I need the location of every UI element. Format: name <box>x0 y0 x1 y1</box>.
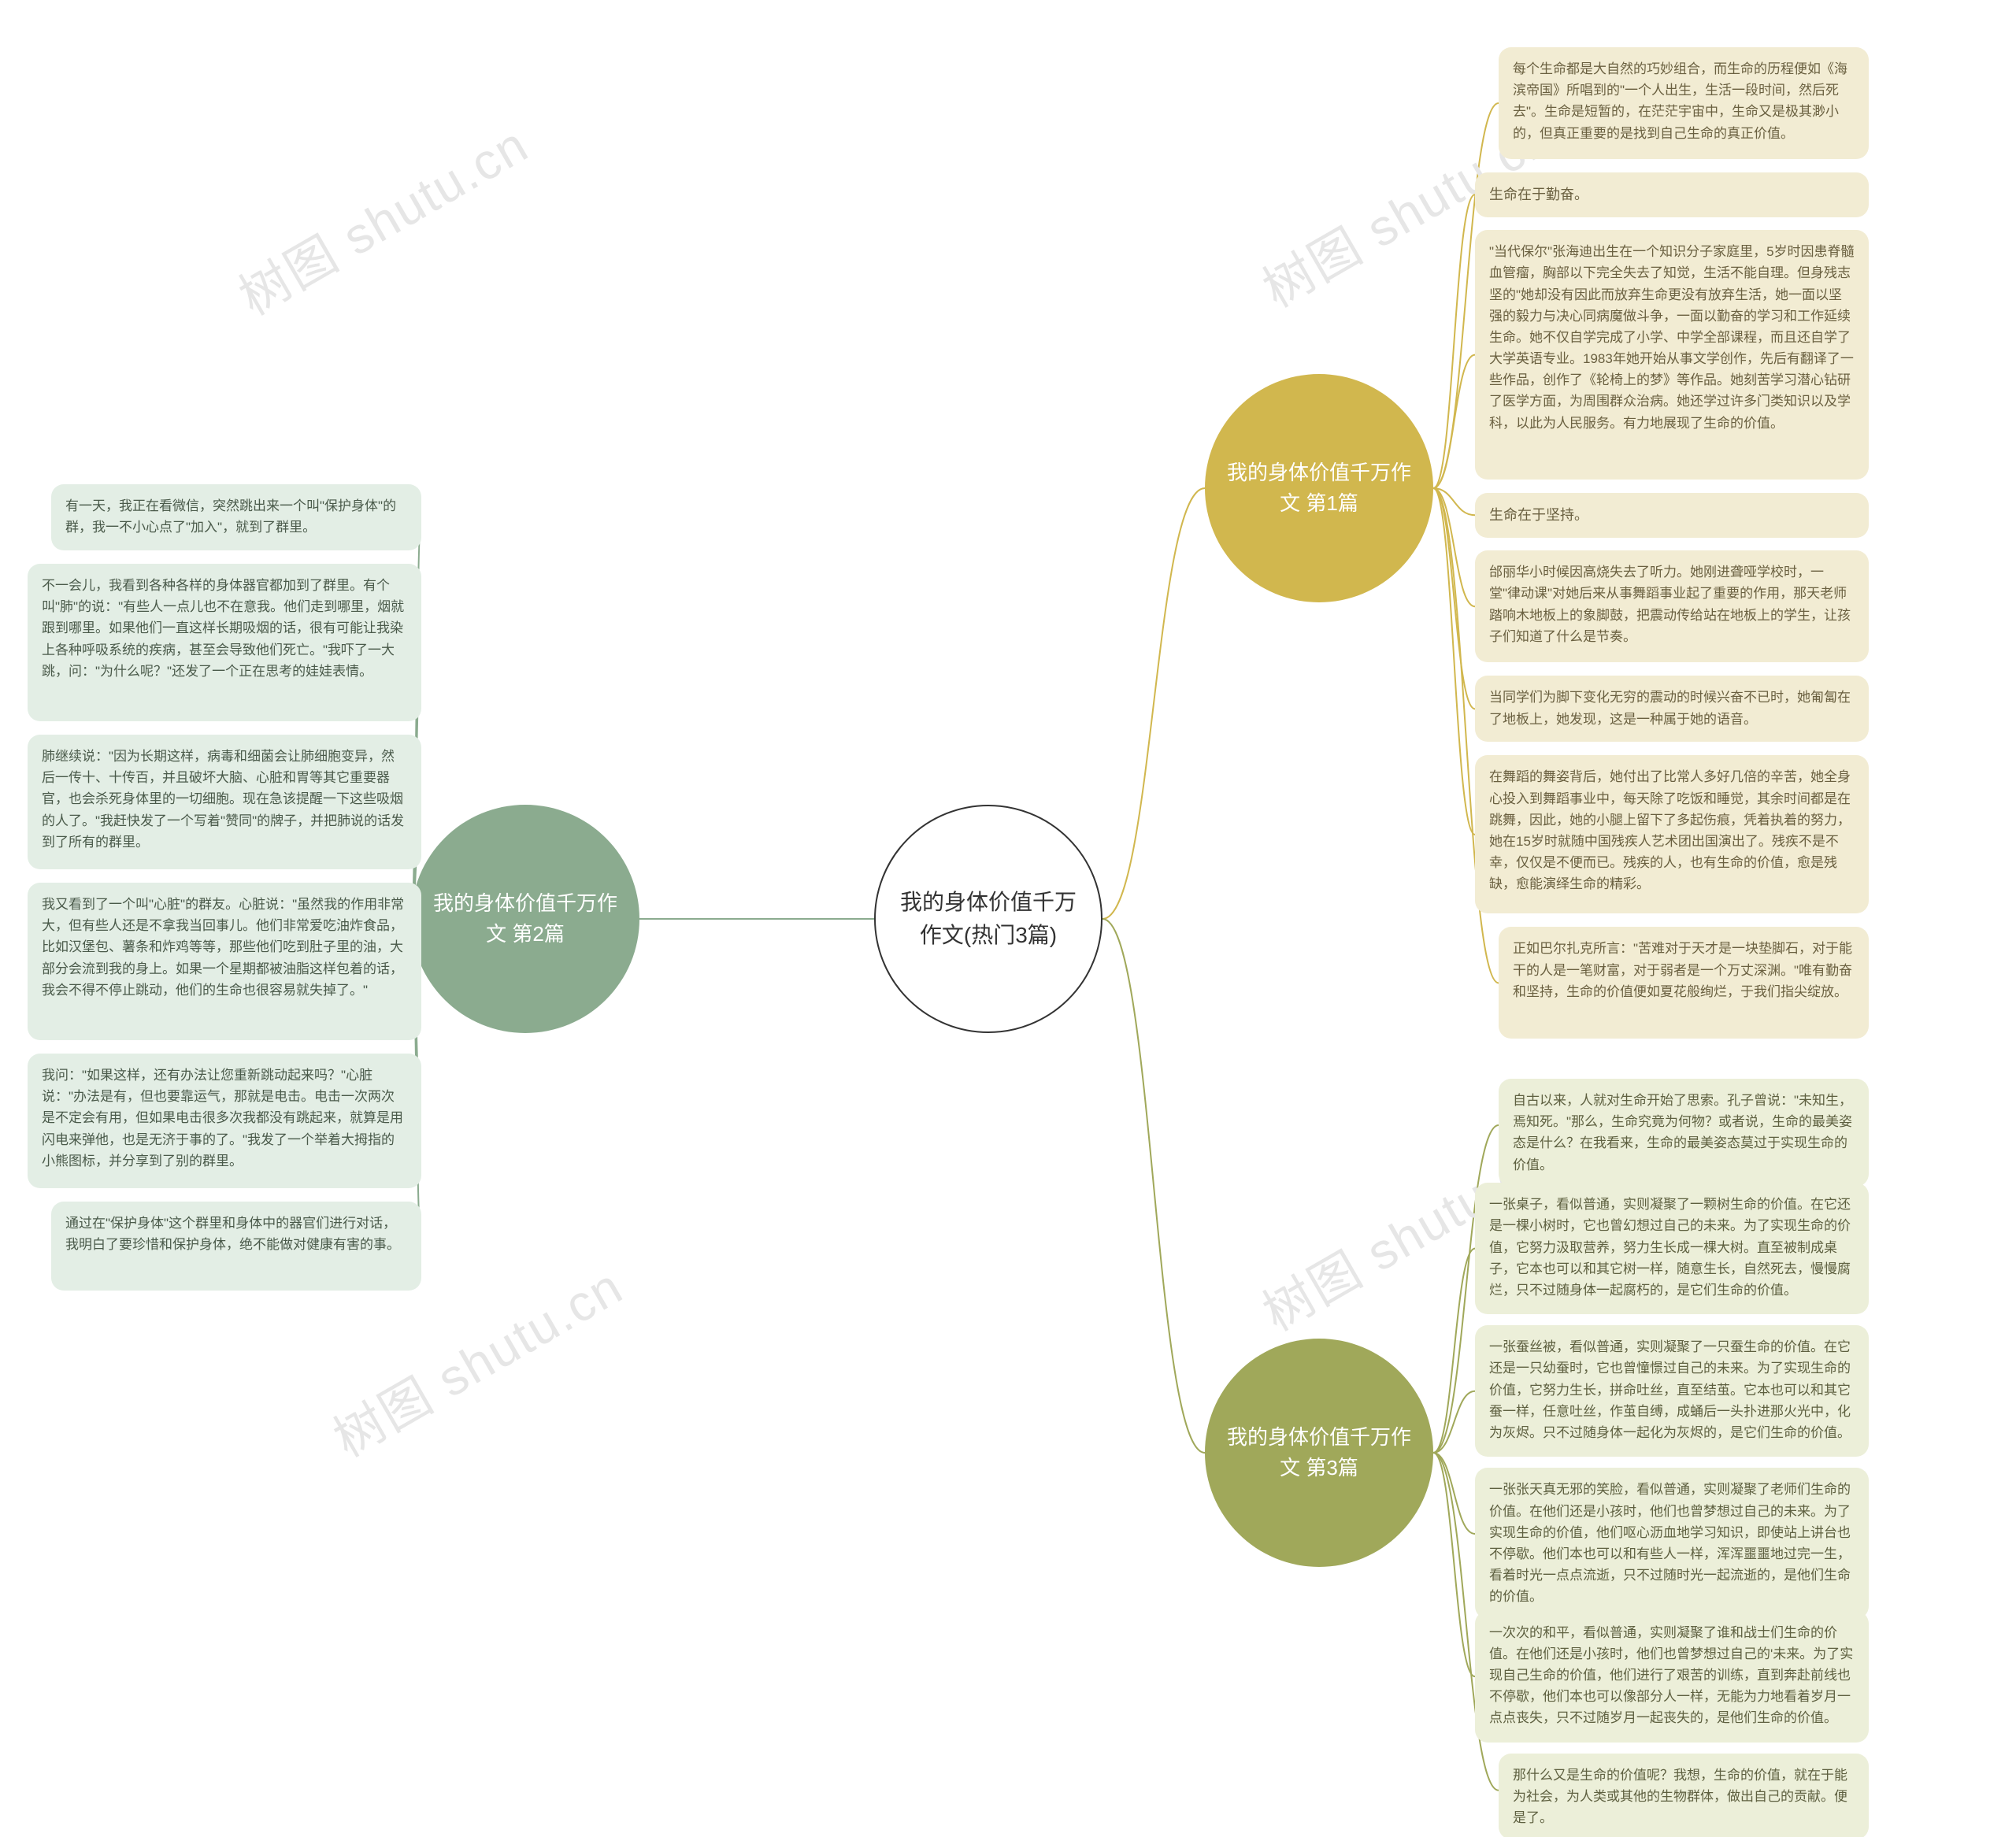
branch-node: 我的身体价值千万作文 第2篇 <box>411 805 639 1033</box>
leaf-node: 正如巴尔扎克所言："苦难对于天才是一块垫脚石，对于能干的人是一笔财富，对于弱者是… <box>1499 927 1869 1039</box>
branch-node: 我的身体价值千万作文 第1篇 <box>1205 374 1433 602</box>
leaf-node: 不一会儿，我看到各种各样的身体器官都加到了群里。有个叫"肺"的说："有些人一点儿… <box>28 564 421 721</box>
leaf-node: 一张张天真无邪的笑脸，看似普通，实则凝聚了老师们生命的价值。在他们还是小孩时，他… <box>1475 1468 1869 1618</box>
leaf-node: 通过在"保护身体"这个群里和身体中的器官们进行对话，我明白了要珍惜和保护身体，绝… <box>51 1202 421 1291</box>
leaf-node: 有一天，我正在看微信，突然跳出来一个叫"保护身体"的群，我一不小心点了"加入"，… <box>51 484 421 550</box>
leaf-node: 我问："如果这样，还有办法让您重新跳动起来吗？"心脏说："办法是有，但也要靠运气… <box>28 1054 421 1188</box>
leaf-node: 一张蚕丝被，看似普通，实则凝聚了一只蚕生命的价值。在它还是一只幼蚕时，它也曾憧憬… <box>1475 1325 1869 1457</box>
leaf-node: 肺继续说："因为长期这样，病毒和细菌会让肺细胞变异，然后一传十、十传百，并且破坏… <box>28 735 421 869</box>
leaf-node: "当代保尔"张海迪出生在一个知识分子家庭里，5岁时因患脊髓血管瘤，胸部以下完全失… <box>1475 230 1869 480</box>
leaf-node: 当同学们为脚下变化无穷的震动的时候兴奋不已时，她匍匐在了地板上，她发现，这是一种… <box>1475 676 1869 742</box>
leaf-node: 每个生命都是大自然的巧妙组合，而生命的历程便如《海滨帝国》所唱到的"一个人出生，… <box>1499 47 1869 159</box>
leaf-node: 我又看到了一个叫"心脏"的群友。心脏说："虽然我的作用非常大，但有些人还是不拿我… <box>28 883 421 1040</box>
leaf-node: 生命在于勤奋。 <box>1475 172 1869 217</box>
branch-node: 我的身体价值千万作文 第3篇 <box>1205 1339 1433 1567</box>
leaf-node: 自古以来，人就对生命开始了思索。孔子曾说："未知生，焉知死。"那么，生命究竟为何… <box>1499 1079 1869 1187</box>
watermark: 树图 shutu.cn <box>224 106 539 330</box>
leaf-node: 一次次的和平，看似普通，实则凝聚了谁和战士们生命的价值。在他们还是小孩时，他们也… <box>1475 1611 1869 1743</box>
leaf-node: 在舞蹈的舞姿背后，她付出了比常人多好几倍的辛苦，她全身心投入到舞蹈事业中，每天除… <box>1475 755 1869 913</box>
leaf-node: 生命在于坚持。 <box>1475 493 1869 538</box>
leaf-node: 一张桌子，看似普通，实则凝聚了一颗树生命的价值。在它还是一棵小树时，它也曾幻想过… <box>1475 1183 1869 1314</box>
leaf-node: 那什么又是生命的价值呢？我想，生命的价值，就在于能为社会，为人类或其他的生物群体… <box>1499 1754 1869 1837</box>
center-node: 我的身体价值千万作文(热门3篇) <box>874 805 1102 1033</box>
leaf-node: 邰丽华小时候因高烧失去了听力。她刚进聋哑学校时，一堂"律动课"对她后来从事舞蹈事… <box>1475 550 1869 662</box>
